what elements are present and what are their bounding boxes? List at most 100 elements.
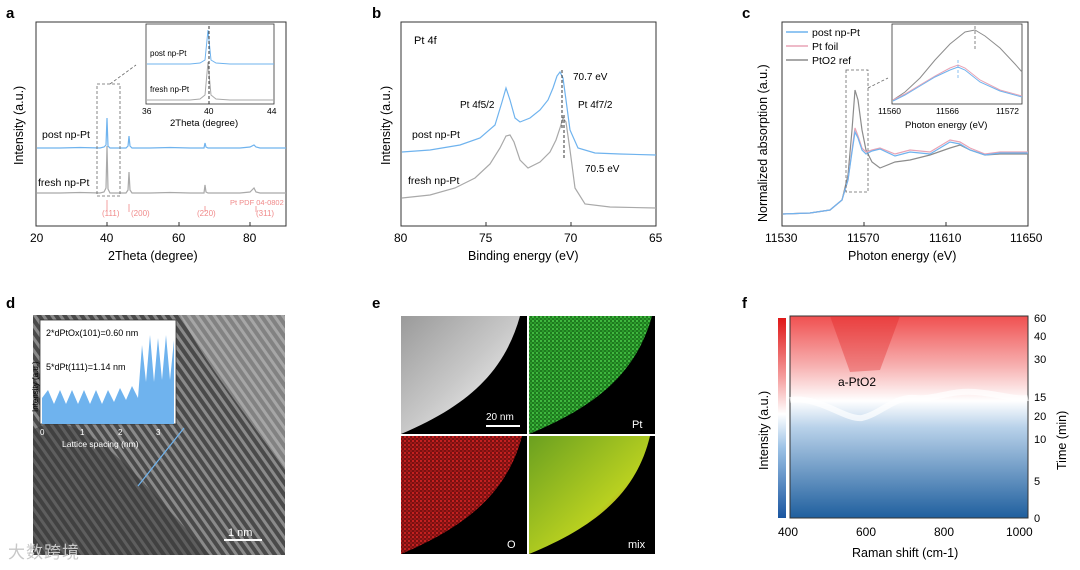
inset-pto2 [892,29,1023,101]
profile-xtick: 2 [118,428,123,437]
raman-peak-region [830,316,900,372]
peak-label-52: Pt 4f5/2 [460,100,495,111]
panel-d: d 2*dPtOx(101)=0.60 nm 5*dPt(111)=1.14 n… [6,295,285,555]
inset-post-trace [147,29,274,65]
panel-e: e 20 nm Pt O mix [372,295,655,554]
xps-fresh-trace [401,116,657,209]
inset-xlabel: Photon energy (eV) [905,120,987,131]
energy-fresh: 70.5 eV [585,164,620,175]
inset-post [892,66,1023,102]
pt-map-signal [529,316,652,434]
panel-letter-a: a [6,5,15,22]
xtick-label: 40 [100,231,114,245]
xtick-label: 60 [172,231,186,245]
panel-letter-b: b [372,5,381,22]
legend-label: PtO2 ref [812,55,851,67]
label-fresh: fresh np-Pt [38,177,89,189]
profile-ylabel: Intensity (a.u.) [31,361,40,412]
ytick-label: 0 [1034,513,1040,525]
xtick-label: 800 [934,525,954,539]
xtick-label: 11530 [765,231,798,245]
xas-pto2-trace [782,89,1028,215]
inset-fresh-trace [147,61,274,101]
scalebar-label: 20 nm [486,412,514,423]
xas-post-trace [782,130,1028,215]
panel-letter-d: d [6,295,15,312]
profile-xtick: 1 [80,428,85,437]
ytick-label: 40 [1034,331,1046,343]
map-label-pt: Pt [632,419,642,431]
xrd-post-trace [37,117,286,149]
inset-xtick: 44 [267,106,277,116]
panel-c: c post np-Pt Pt foil PtO2 ref 11560 1156… [742,5,1043,263]
xtick-label: 20 [30,231,44,245]
o-map-signal [401,436,522,554]
ytick-label: 60 [1034,313,1046,325]
label-fresh: fresh np-Pt [408,175,459,187]
profile-annot1: 2*dPtOx(101)=0.60 nm [46,328,138,338]
ytick-label: 15 [1034,392,1046,404]
ref-label: Pt PDF 04-0802 [230,198,284,207]
xtick-label: 600 [856,525,876,539]
hkl-311: (311) [256,209,274,218]
inset-xlabel: 2Theta (degree) [170,118,238,129]
xrd-fresh-trace [37,145,286,194]
panel-c-frame [781,21,1029,227]
ytick-label: 5 [1034,476,1040,488]
y-axis-label: Intensity (a.u.) [12,86,26,165]
inset-xtick: 11566 [936,106,959,116]
hkl-200: (200) [131,209,150,218]
panel-letter-c: c [742,5,750,22]
map-label-mix: mix [628,539,646,551]
inset-label-post: post np-Pt [150,49,187,58]
inset-xtick: 36 [142,106,152,116]
colorbar [778,318,786,518]
ytick-label: 10 [1034,434,1046,446]
zoom-box [96,83,121,197]
peak-label-72: Pt 4f7/2 [578,100,613,111]
xtick-label: 1000 [1006,525,1033,539]
hkl-220: (220) [197,209,216,218]
y-axis-label-left: Intensity (a.u.) [757,391,771,470]
label-post: post np-Pt [42,129,90,141]
x-axis-label: Raman shift (cm-1) [852,546,958,560]
zoom-connector [109,64,137,85]
inset-xtick: 40 [204,106,214,116]
legend-label: Pt foil [812,41,838,53]
panel-b: b Pt 4f Pt 4f5/2 Pt 4f7/2 70.7 eV 70.5 e… [372,5,663,263]
zoom-connector [867,77,889,89]
x-axis-label: Binding energy (eV) [468,249,578,263]
panel-a: a Pt PDF 04-0802 (111) (200) (220) (311)… [6,5,287,263]
ytick-label: 30 [1034,354,1046,366]
y-axis-label: Normalized absorption (a.u.) [756,64,770,222]
xas-foil-trace [782,127,1028,215]
watermark: 大数跨境 [8,543,80,563]
panel-b-frame [400,21,657,227]
ytick-label: 20 [1034,411,1046,423]
map-label-o: O [507,539,516,551]
panel-a-frame [35,21,287,227]
xtick-label: 11650 [1010,231,1043,245]
panel-letter-e: e [372,295,380,312]
inset-xtick: 11572 [996,106,1019,116]
xtick-label: 11570 [847,231,880,245]
profile-xtick: 0 [40,428,45,437]
hrtem-dark-region [33,423,210,555]
xtick-label: 75 [479,231,493,245]
raman-boundary [789,388,1029,422]
x-axis-label: Photon energy (eV) [848,249,956,263]
profile-line-marker [137,427,185,487]
legend-label: post np-Pt [812,27,860,39]
inset-xtick: 11560 [878,106,901,116]
xtick-label: 70 [564,231,578,245]
xtick-label: 11610 [929,231,962,245]
raman-heatmap [789,315,1029,519]
xps-title: Pt 4f [414,35,438,47]
hrtem-bright-region [180,315,285,470]
xtick-label: 65 [649,231,663,245]
profile-fill [42,335,174,424]
profile-xtick: 3 [156,428,161,437]
x-axis-label: 2Theta (degree) [108,249,198,263]
panel-letter-f: f [742,295,748,312]
y-axis-label: Intensity (a.u.) [379,86,393,165]
